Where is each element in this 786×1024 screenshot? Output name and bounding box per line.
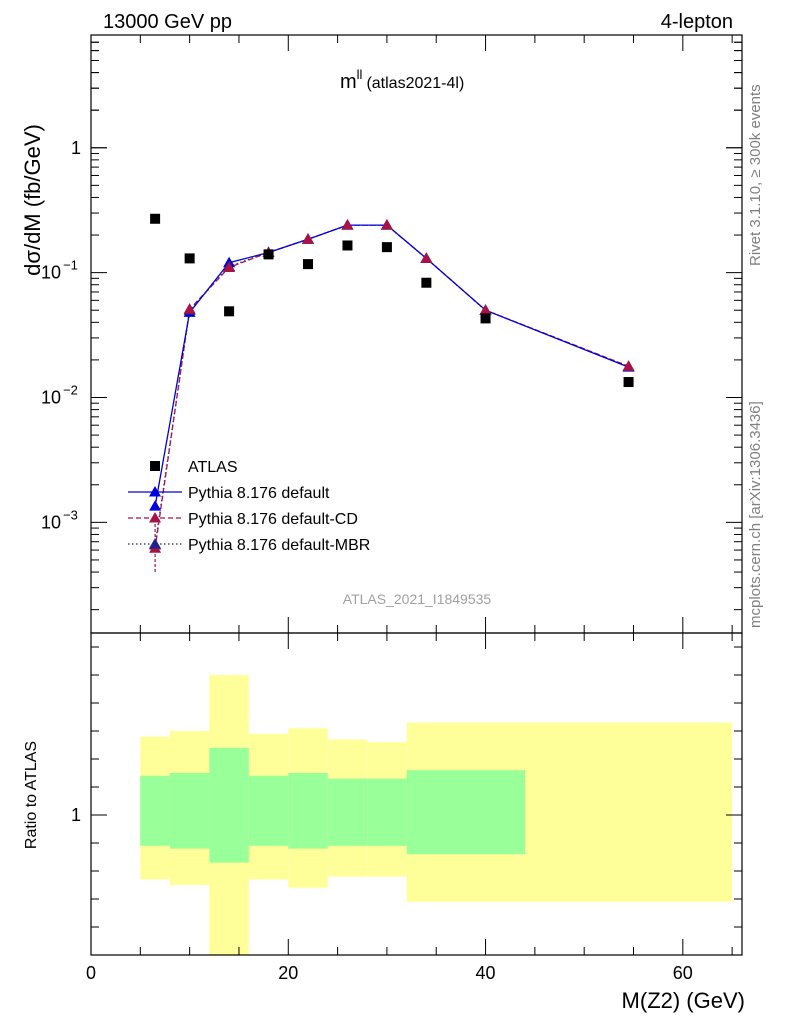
y-tick-label: 10 xyxy=(41,387,61,407)
plot-title-sup: ll xyxy=(357,67,363,82)
analysis-watermark: ATLAS_2021_I1849535 xyxy=(343,591,492,607)
ratio-y-label: Ratio to ATLAS xyxy=(23,741,40,849)
default-point xyxy=(149,500,162,511)
legend-marker xyxy=(149,512,161,523)
cd-point xyxy=(622,360,635,371)
atlas-point xyxy=(342,240,353,251)
atlas-point xyxy=(480,313,491,324)
cd-point xyxy=(223,261,236,272)
ratio-frame xyxy=(90,632,743,956)
main-panel: ATLAS_2021_I1849535 mll(atlas2021-4l) dσ… xyxy=(20,34,743,634)
atlas-point xyxy=(263,249,274,260)
ratio-bands xyxy=(140,675,733,955)
y-tick-base: 10 xyxy=(41,512,61,532)
default-line xyxy=(154,224,629,507)
x-tick-label: 20 xyxy=(278,963,298,983)
legend-label: Pythia 8.176 default xyxy=(188,485,330,502)
inner-band-5 xyxy=(327,778,368,846)
cd-point xyxy=(341,219,354,230)
legend-marker xyxy=(149,538,161,549)
inner-band-4 xyxy=(288,773,328,849)
plot-title-main: m xyxy=(340,71,357,93)
y-axis-label: dσ/dM (fb/GeV) xyxy=(20,124,45,276)
legend-label: Pythia 8.176 default-MBR xyxy=(188,537,370,554)
cd-point xyxy=(380,219,393,230)
main-axes: 110−110−210−3 xyxy=(41,34,743,634)
y-tick-base: 10 xyxy=(41,387,61,407)
ratio-panel: 0 20 40 60 1 Ratio to ATLAS M(Z2) (GeV) xyxy=(23,632,745,1013)
legend: ATLAS Pythia 8.176 default Pythia 8.176 de… xyxy=(128,459,370,554)
y-tick-label: 10 xyxy=(41,263,61,283)
y-tick-label: 10 xyxy=(41,512,61,532)
x-axis-label: M(Z2) (GeV) xyxy=(622,988,745,1013)
x-tick-label: 60 xyxy=(673,963,693,983)
atlas-point xyxy=(381,242,392,253)
outer-band-8 xyxy=(525,722,733,902)
atlas-point xyxy=(224,306,235,317)
inner-band-7 xyxy=(406,770,525,855)
y-tick-exponent: −2 xyxy=(63,382,78,397)
plot-title: mll(atlas2021-4l) xyxy=(340,67,464,93)
inner-band-3 xyxy=(248,775,289,846)
atlas-point xyxy=(421,277,432,288)
atlas-point xyxy=(303,259,313,270)
legend-marker xyxy=(149,486,161,497)
legend-label: ATLAS xyxy=(188,459,238,476)
y-tick-label: 1 xyxy=(71,138,81,158)
cd-point xyxy=(420,252,433,263)
ratio-axes: 0 20 40 60 1 xyxy=(71,632,743,983)
x-tick-label: 0 xyxy=(86,963,96,983)
x-tick-label: 40 xyxy=(476,963,496,983)
cd-point xyxy=(302,233,314,244)
y-tick-exponent: −3 xyxy=(63,507,78,522)
inner-band-0 xyxy=(140,775,170,846)
legend-label: Pythia 8.176 default-CD xyxy=(188,511,358,528)
inner-band-2 xyxy=(209,747,249,863)
header-left: 13000 GeV pp xyxy=(103,11,232,33)
plot-title-sub: (atlas2021-4l) xyxy=(366,75,464,92)
inner-band-6 xyxy=(367,778,407,846)
header-right: 4-lepton xyxy=(661,11,733,33)
y-tick-base: 10 xyxy=(41,263,61,283)
atlas-point xyxy=(150,213,161,224)
atlas-point xyxy=(623,377,634,388)
inner-band-1 xyxy=(169,773,210,849)
rivet-label: Rivet 3.1.10, ≥ 300k events xyxy=(747,84,764,266)
ratio-y-tick-label: 1 xyxy=(71,805,81,825)
atlas-point xyxy=(184,253,195,264)
y-tick-exponent: −1 xyxy=(63,258,78,273)
legend-marker-atlas xyxy=(150,461,160,471)
cd-point xyxy=(479,304,492,315)
cd-point xyxy=(183,303,196,314)
mcplots-label: mcplots.cern.ch [arXiv:1306.3436] xyxy=(747,401,764,628)
